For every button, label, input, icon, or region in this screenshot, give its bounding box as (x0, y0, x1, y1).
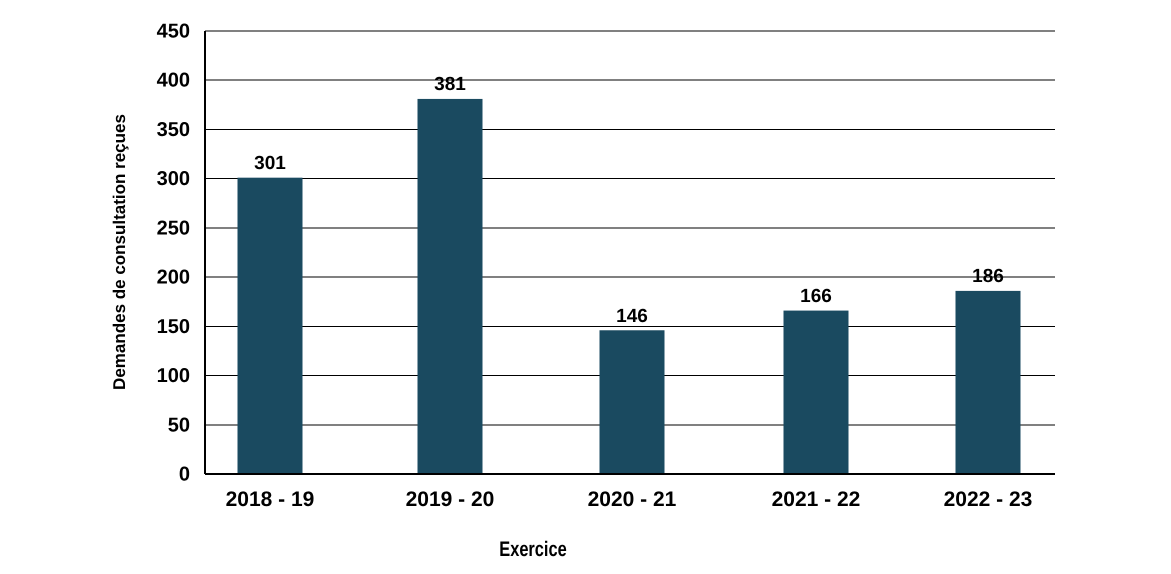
svg-text:100: 100 (157, 365, 190, 387)
svg-text:450: 450 (157, 21, 190, 43)
svg-text:2021 - 22: 2021 - 22 (772, 488, 861, 511)
svg-text:Exercice: Exercice (499, 538, 566, 561)
svg-text:186: 186 (972, 266, 1004, 287)
svg-text:2018 - 19: 2018 - 19 (226, 488, 315, 511)
svg-text:350: 350 (157, 119, 190, 141)
svg-text:0: 0 (179, 464, 190, 486)
svg-text:400: 400 (157, 70, 190, 92)
svg-text:166: 166 (800, 286, 832, 307)
svg-text:Demandes de consultation reçue: Demandes de consultation reçues (110, 114, 129, 390)
svg-text:2022 - 23: 2022 - 23 (944, 488, 1033, 511)
svg-text:146: 146 (616, 306, 648, 327)
svg-text:50: 50 (168, 414, 190, 436)
svg-text:200: 200 (157, 267, 190, 289)
svg-text:250: 250 (157, 217, 190, 239)
svg-text:150: 150 (157, 316, 190, 338)
svg-text:381: 381 (434, 74, 466, 95)
svg-text:2019 - 20: 2019 - 20 (406, 488, 495, 511)
svg-text:300: 300 (157, 168, 190, 190)
svg-text:301: 301 (254, 153, 286, 174)
svg-text:2020 - 21: 2020 - 21 (588, 488, 677, 511)
